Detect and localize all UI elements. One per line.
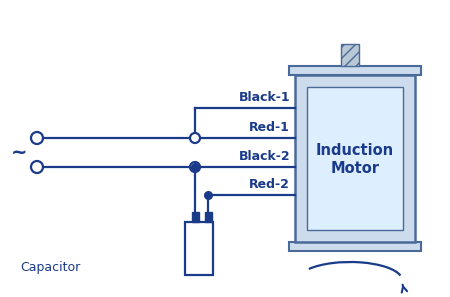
Text: Black-2: Black-2	[238, 150, 290, 163]
Circle shape	[190, 133, 200, 143]
Text: ~: ~	[11, 143, 27, 162]
Text: Capacitor: Capacitor	[20, 261, 80, 274]
Bar	[192, 212, 198, 222]
Text: Induction: Induction	[316, 143, 394, 158]
Text: Red-1: Red-1	[249, 121, 290, 134]
Bar	[204, 212, 212, 222]
Text: Black-1: Black-1	[238, 91, 290, 104]
Text: Red-2: Red-2	[249, 178, 290, 191]
Bar	[295, 75, 415, 242]
Bar	[185, 222, 213, 275]
Bar	[289, 242, 421, 251]
Bar	[341, 44, 359, 66]
Bar	[307, 87, 403, 230]
Circle shape	[190, 162, 200, 172]
Bar	[289, 66, 421, 75]
Text: Motor: Motor	[330, 161, 379, 176]
